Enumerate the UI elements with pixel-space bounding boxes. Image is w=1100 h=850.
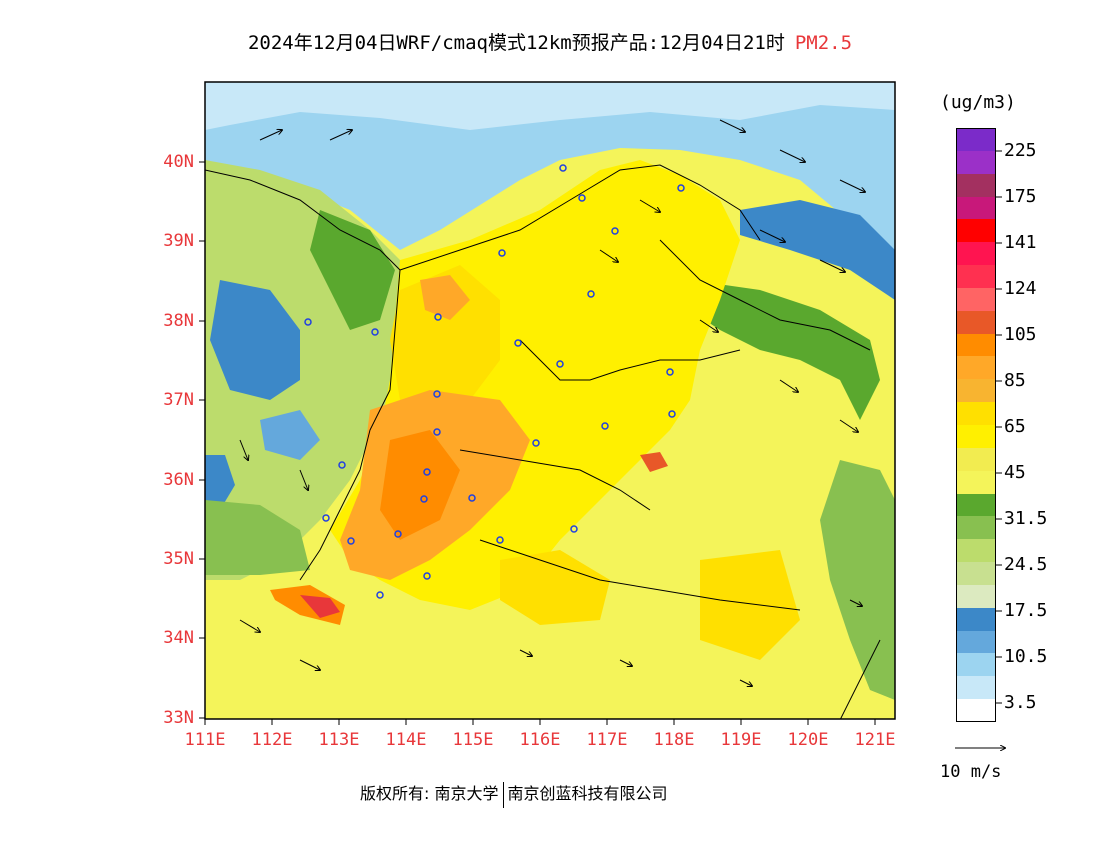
lat-label-36: 36N [163,470,194,490]
legend-label-141: 141 [1004,232,1037,253]
legend-label-17-5: 17.5 [1004,600,1048,621]
colorbar-swatch [956,447,996,472]
title-text: 2024年12月04日WRF/cmaq模式12km预报产品:12月04日21时 [247,32,785,54]
colorbar-swatch [956,402,996,426]
lon-label-121: 121E [854,730,896,750]
colorbar-swatch [956,287,996,312]
lat-label-34: 34N [163,628,194,648]
lon-label-113: 113E [318,730,360,750]
colorbar-swatch [956,493,996,517]
colorbar-swatch [956,470,996,495]
lon-label-114: 114E [385,730,427,750]
legend-label-24-5: 24.5 [1004,554,1048,575]
lon-label-115: 115E [452,730,494,750]
colorbar-swatch [956,128,996,152]
province-borders [205,164,881,719]
copyright-label: 版权所有: [360,784,430,803]
wind-scale-label: 10 m/s [940,762,1002,782]
lon-label-117: 117E [586,730,628,750]
lon-label-120: 120E [787,730,829,750]
lon-label-112: 112E [251,730,293,750]
station-markers [304,164,685,599]
colorbar-swatch [956,676,996,700]
lat-label-39: 39N [163,231,194,251]
colorbar-swatch [956,653,996,677]
colorbar-swatch [956,562,996,586]
footer-org-company: 南京创蓝科技有限公司 [507,784,668,803]
legend-unit: (ug/m3) [940,92,1016,113]
lon-label-119: 119E [720,730,762,750]
colorbar-swatch [956,699,996,723]
lon-label-111: 111E [184,730,226,750]
footer-separator [502,781,504,808]
legend-label-124: 124 [1004,278,1037,299]
lat-label-33: 33N [163,708,194,728]
lon-label-118: 118E [653,730,695,750]
colorbar-swatch [956,584,996,609]
lon-label-116: 116E [519,730,561,750]
colorbar-swatch [956,539,996,563]
lat-label-37: 37N [163,390,194,410]
axis-ticks [199,161,876,725]
legend-label-10-5: 10.5 [1004,646,1048,667]
wind-vectors [239,119,865,686]
colorbar-swatch [956,196,996,220]
colorbar-swatch [956,516,996,540]
lat-label-40: 40N [163,152,194,172]
page-title: 2024年12月04日WRF/cmaq模式12km预报产品:12月04日21时 P… [0,28,1100,55]
concentration-field [205,82,895,719]
legend-label-175: 175 [1004,186,1037,207]
lat-label-38: 38N [163,311,194,331]
colorbar-ticks [996,150,1002,704]
colorbar-swatch [956,242,996,266]
legend-label-45: 45 [1004,462,1026,483]
colorbar-swatch [956,219,996,243]
colorbar-swatch [956,265,996,289]
colorbar-swatch [956,630,996,654]
colorbar-swatch [956,607,996,632]
lat-label-35: 35N [163,549,194,569]
footer-copyright: 版权所有: 南京大学 南京创蓝科技有限公司 [360,780,668,808]
colorbar-swatch [956,333,996,357]
footer-org-nju: 南京大学 [434,784,499,803]
colorbar-swatch [956,356,996,380]
legend-label-31-5: 31.5 [1004,508,1048,529]
colorbar-swatch [956,425,996,449]
colorbar-swatch [956,173,996,198]
colorbar-swatch [956,150,996,175]
colorbar-swatch [956,310,996,335]
legend-label-85: 85 [1004,370,1026,391]
colorbar-swatch [956,379,996,403]
legend-label-65: 65 [1004,416,1026,437]
legend-label-105: 105 [1004,324,1037,345]
pollutant-label: PM2.5 [794,32,853,54]
legend-label-225: 225 [1004,140,1037,161]
legend-label-3-5: 3.5 [1004,692,1037,713]
